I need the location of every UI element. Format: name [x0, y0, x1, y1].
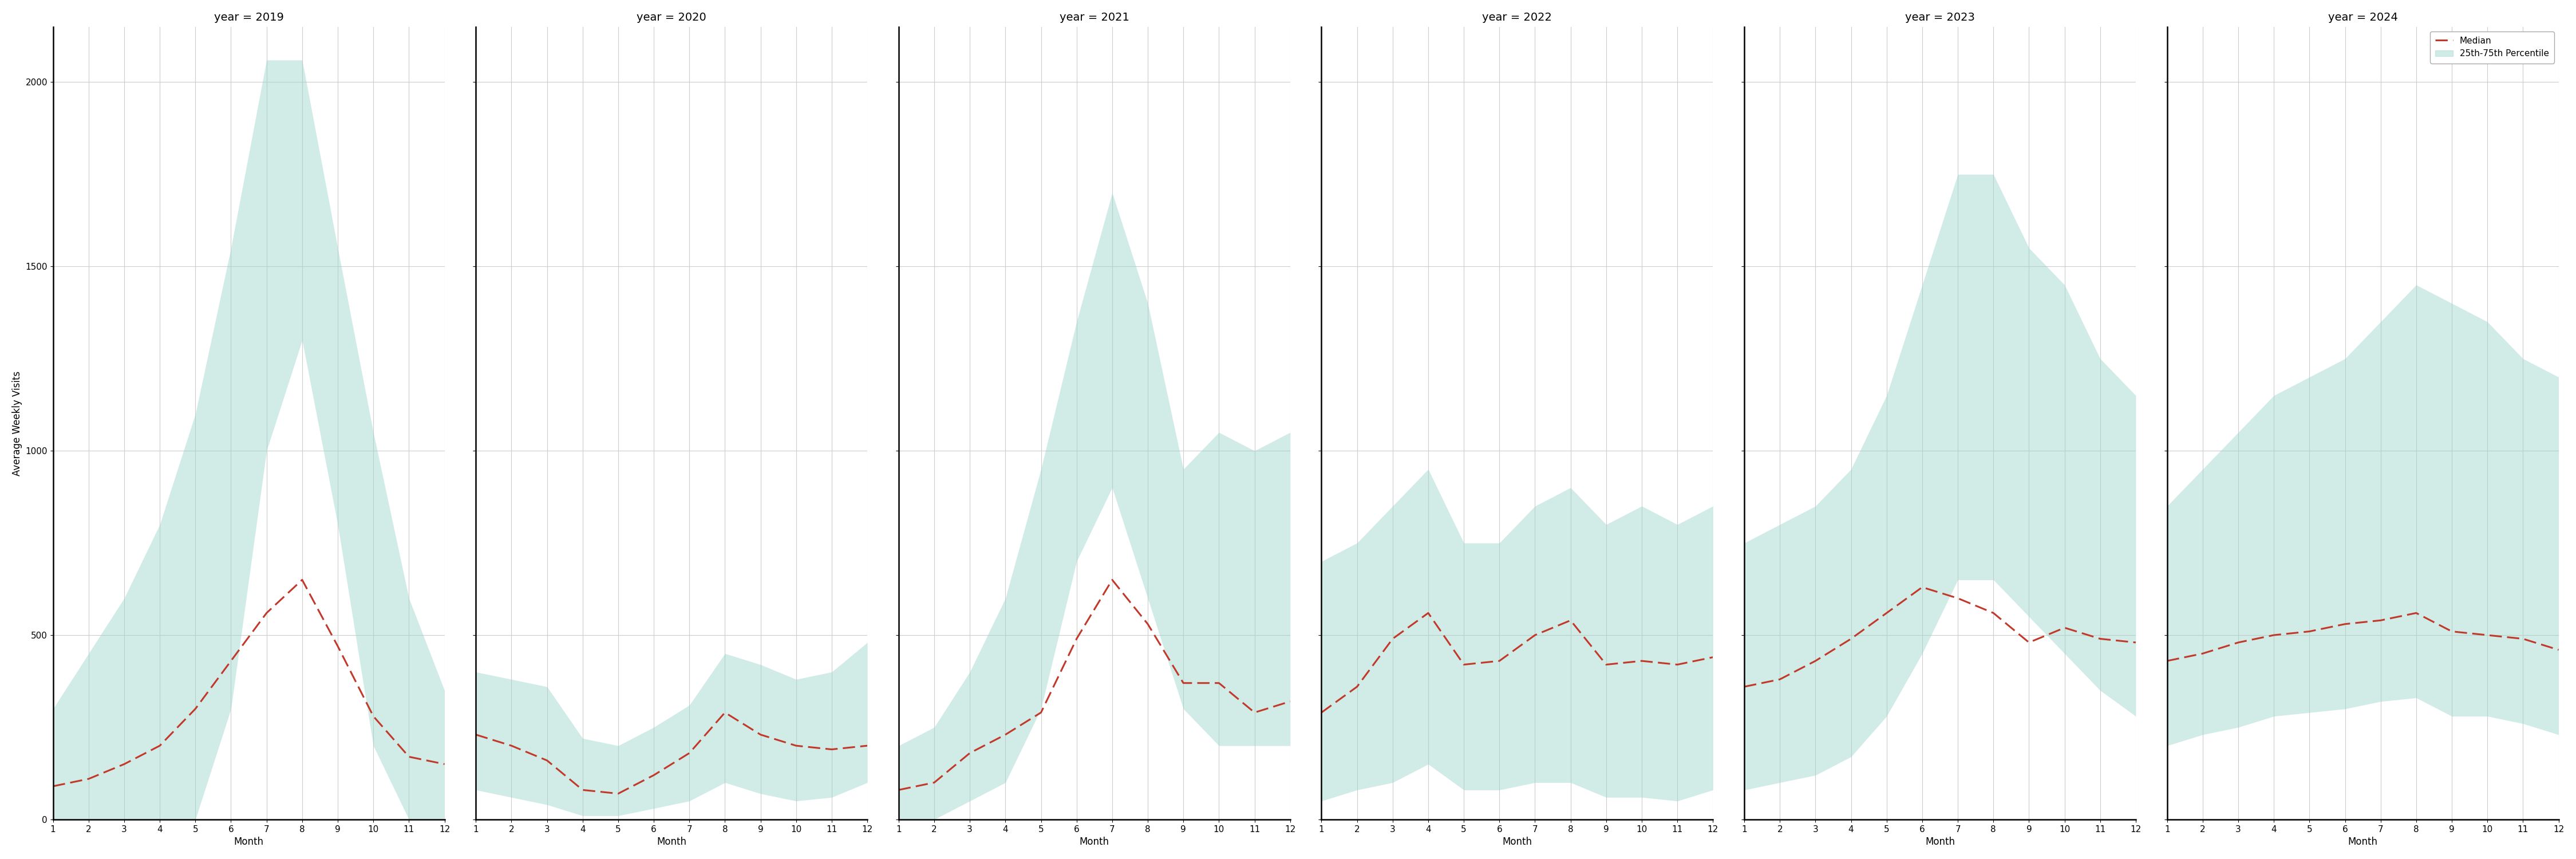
X-axis label: Month: Month — [657, 837, 685, 847]
X-axis label: Month: Month — [1502, 837, 1533, 847]
Legend: Median, 25th-75th Percentile: Median, 25th-75th Percentile — [2429, 31, 2555, 64]
Title: year = 2019: year = 2019 — [214, 12, 283, 23]
Title: year = 2023: year = 2023 — [1906, 12, 1976, 23]
X-axis label: Month: Month — [1079, 837, 1110, 847]
X-axis label: Month: Month — [2347, 837, 2378, 847]
X-axis label: Month: Month — [1924, 837, 1955, 847]
Y-axis label: Average Weekly Visits: Average Weekly Visits — [13, 371, 23, 476]
Title: year = 2021: year = 2021 — [1059, 12, 1128, 23]
Title: year = 2020: year = 2020 — [636, 12, 706, 23]
X-axis label: Month: Month — [234, 837, 263, 847]
Title: year = 2022: year = 2022 — [1481, 12, 1553, 23]
Title: year = 2024: year = 2024 — [2329, 12, 2398, 23]
